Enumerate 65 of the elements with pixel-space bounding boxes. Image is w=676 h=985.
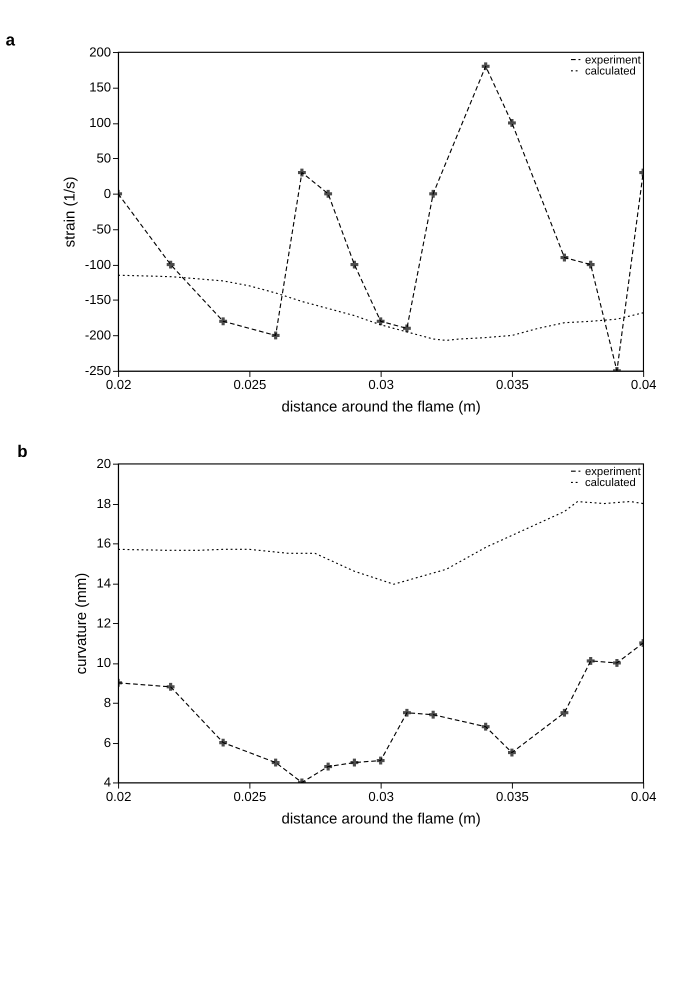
point [376,756,385,764]
point [429,190,438,198]
y-tick-label: 18 [96,496,112,511]
legend-label: experiment [585,54,642,66]
x-tick-label: 0.035 [496,788,529,804]
point [219,738,228,747]
point [272,758,280,766]
y-tick-label: 150 [89,80,112,95]
chart-title: a [6,30,16,50]
x-tick-label: 0.02 [106,788,132,804]
point [376,317,385,326]
point [613,659,621,667]
y-tick-label: 12 [96,615,112,630]
point [508,748,516,757]
point [482,62,490,70]
y-tick-label: -100 [84,256,112,272]
y-tick-label: -200 [84,328,112,343]
legend-label: experiment [585,466,642,478]
y-tick-label: 10 [96,655,112,670]
point [272,332,280,340]
point [586,260,595,269]
point [166,682,175,691]
y-tick-label: 8 [104,694,112,710]
y-tick-label: 6 [104,734,112,750]
point [560,708,568,717]
legend-label: calculated [585,66,636,78]
x-axis-title: distance around the flame (m) [281,810,481,828]
x-tick-label: 0.035 [496,377,529,392]
x-tick-label: 0.02 [106,377,132,392]
y-tick-label: 4 [104,774,112,790]
point [402,324,411,332]
x-tick-label: 0.025 [233,377,266,392]
point [350,260,358,269]
x-tick-label: 0.03 [368,377,394,392]
y-axis-title: curvature (mm) [73,572,90,674]
y-tick-label: 14 [96,575,112,590]
y-tick-label: -250 [84,363,112,378]
x-tick-label: 0.04 [630,377,656,392]
point [402,708,411,717]
legend-label: calculated [585,477,636,490]
y-tick-label: 0 [104,186,112,201]
y-axis-title: strain (1/s) [62,176,79,248]
point [298,168,306,176]
y-tick-label: -150 [84,292,112,308]
point [429,710,438,719]
x-axis-title: distance around the flame (m) [281,398,481,416]
point [508,119,516,127]
y-tick-label: 50 [96,150,112,166]
y-tick-label: 20 [96,456,112,471]
x-tick-label: 0.025 [233,788,266,804]
point [324,762,332,770]
chart-title: b [17,442,28,462]
point [324,190,332,198]
point [482,722,490,731]
y-tick-label: 100 [89,115,112,130]
point [219,317,228,326]
x-tick-label: 0.03 [368,788,394,804]
point [560,254,568,262]
point [586,657,595,665]
y-tick-label: 200 [89,44,112,60]
point [350,758,358,766]
x-tick-label: 0.04 [630,788,656,804]
y-tick-label: -50 [92,221,112,236]
y-tick-label: 16 [96,536,112,551]
point [166,260,175,269]
